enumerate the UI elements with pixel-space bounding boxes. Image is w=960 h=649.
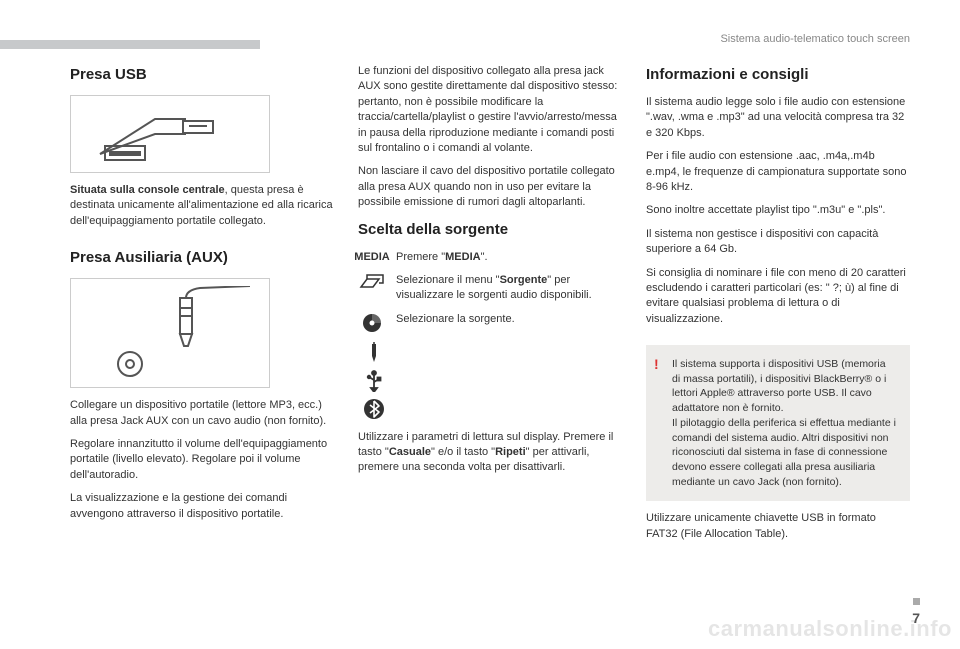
select-text: Selezionare la sorgente. xyxy=(396,312,622,327)
column-1: Presa USB Situata sulla console centrale… xyxy=(70,64,334,550)
select-row: Selezionare la sorgente. xyxy=(358,312,622,334)
usb-illustration xyxy=(70,95,270,173)
aux-illustration xyxy=(70,278,270,388)
src-txt-b: Sorgente xyxy=(500,274,548,286)
heading-info: Informazioni e consigli xyxy=(646,64,910,85)
aux-note-2: Non lasciare il cavo del dispositivo por… xyxy=(358,164,622,210)
header-stripe xyxy=(0,40,260,49)
pb-c: " e/o il tasto " xyxy=(431,446,495,458)
info-p5: Si consiglia di nominare i file con meno… xyxy=(646,266,910,328)
playback-params: Utilizzare i parametri di lettura sul di… xyxy=(358,430,622,476)
pb-d: Ripeti xyxy=(495,446,526,458)
info-p3: Sono inoltre accettate playlist tipo ".m… xyxy=(646,203,910,218)
section-label: Sistema audio-telematico touch screen xyxy=(720,32,910,47)
usb-caption: Situata sulla console centrale, questa p… xyxy=(70,183,334,229)
aux-note-1: Le funzioni del dispositivo collegato al… xyxy=(358,64,622,156)
aux-p1: Collegare un dispositivo portatile (lett… xyxy=(70,398,334,429)
column-2: Le funzioni del dispositivo collegato al… xyxy=(358,64,622,550)
media-txt-a: Premere " xyxy=(396,251,445,263)
usb-icon xyxy=(360,370,388,392)
page-columns: Presa USB Situata sulla console centrale… xyxy=(70,64,910,550)
media-icon: MEDIA xyxy=(358,250,386,265)
warning-icon: ! xyxy=(654,355,659,375)
source-icon xyxy=(358,273,386,291)
heading-source: Scelta della sorgente xyxy=(358,219,622,240)
media-row: MEDIA Premere "MEDIA". xyxy=(358,250,622,265)
source-icons-stack xyxy=(360,342,622,420)
info-p6: Utilizzare unicamente chiavette USB in f… xyxy=(646,511,910,542)
info-p2: Per i file audio con estensione .aac, .m… xyxy=(646,149,910,195)
warning-note: ! Il sistema supporta i dispositivi USB … xyxy=(646,345,910,501)
source-row: Selezionare il menu "Sorgente" per visua… xyxy=(358,273,622,304)
aux-p2: Regolare innanzitutto il volume dell'equ… xyxy=(70,437,334,483)
heading-aux: Presa Ausiliaria (AUX) xyxy=(70,247,334,268)
src-txt-a: Selezionare il menu " xyxy=(396,274,500,286)
jack-icon xyxy=(360,342,388,364)
source-text: Selezionare il menu "Sorgente" per visua… xyxy=(396,273,622,304)
watermark: carmanualsonline.info xyxy=(708,614,952,645)
media-txt-b: MEDIA xyxy=(445,251,480,263)
media-text: Premere "MEDIA". xyxy=(396,250,622,265)
warning-text: Il sistema supporta i dispositivi USB (m… xyxy=(672,358,896,488)
disc-icon xyxy=(358,312,386,334)
heading-usb: Presa USB xyxy=(70,64,334,85)
column-3: Informazioni e consigli Il sistema audio… xyxy=(646,64,910,550)
page-marker xyxy=(913,598,920,605)
info-p1: Il sistema audio legge solo i file audio… xyxy=(646,95,910,141)
pb-b: Casuale xyxy=(389,446,431,458)
info-p4: Il sistema non gestisce i dispositivi co… xyxy=(646,227,910,258)
aux-p3: La visualizzazione e la gestione dei com… xyxy=(70,491,334,522)
media-txt-c: ". xyxy=(481,251,488,263)
usb-caption-bold: Situata sulla console centrale xyxy=(70,184,225,196)
bluetooth-icon xyxy=(360,398,388,420)
